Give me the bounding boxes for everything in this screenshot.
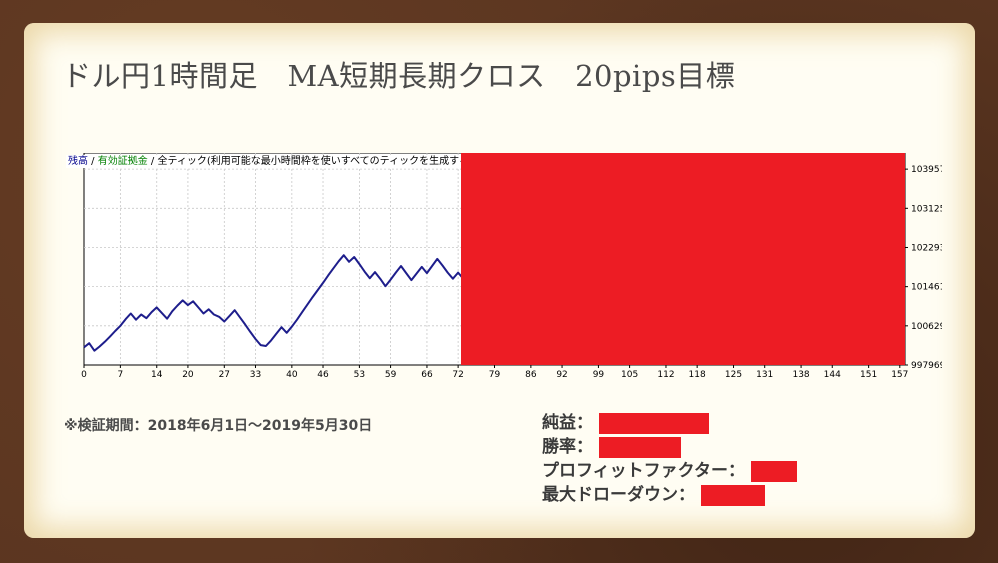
- stat-max-drawdown-redaction: [701, 484, 765, 506]
- x-tick-label: 40: [286, 370, 298, 380]
- equity-chart: 0 7 14 20 27 33 40 46 53 59 66 72 79 86 92 99 105 112 118 1…: [64, 153, 942, 381]
- x-tick-label: 0: [81, 370, 87, 380]
- stat-win-rate-redaction: [599, 436, 681, 458]
- x-tick-label: 138: [792, 370, 809, 380]
- page-title: ドル円1時間足 MA短期長期クロス 20pips目標: [62, 59, 736, 93]
- stat-max-drawdown: 最大ドローダウン：: [542, 483, 797, 507]
- stat-win-rate: 勝率：: [542, 435, 797, 459]
- x-tick-label: 33: [250, 370, 261, 380]
- legend-separator: /: [88, 156, 98, 167]
- chart-legend: 残高 / 有効証拠金 / 全ティック(利用可能な最小時間枠を使いすべてのティック…: [66, 155, 555, 168]
- series-line: [83, 254, 485, 352]
- x-tick-label: 112: [657, 370, 674, 380]
- x-tick-label: 27: [219, 370, 230, 380]
- x-tick-label: 53: [354, 370, 365, 380]
- x-tick-label: 79: [489, 370, 501, 380]
- legend-mode: 全ティック(利用可能な最小時間枠を使いすべてのティックを生成する、最も正確な方法…: [157, 156, 553, 167]
- x-tick-label: 20: [182, 370, 194, 380]
- y-tick-label: 997969: [911, 361, 942, 371]
- legend-equity: 有効証拠金: [97, 156, 148, 167]
- x-tick-label: 72: [452, 370, 463, 380]
- x-tick-label: 144: [824, 370, 841, 380]
- x-tick-label: 125: [725, 370, 742, 380]
- legend-balance: 残高: [68, 156, 88, 167]
- x-tick-label: 86: [525, 370, 537, 380]
- stats-block: 純益： 勝率： プロフィットファクター： 最大ドローダウン：: [542, 411, 797, 507]
- stat-profit-factor: プロフィットファクター：: [542, 459, 797, 483]
- stat-profit-factor-label: プロフィットファクター：: [542, 461, 745, 481]
- x-tick-label: 151: [860, 370, 877, 380]
- x-tick-label: 118: [689, 370, 706, 380]
- legend-separator: /: [147, 156, 158, 167]
- x-tick-label: 99: [593, 370, 605, 380]
- y-tick-label: 1031252: [911, 204, 942, 214]
- stat-max-drawdown-label: 最大ドローダウン：: [542, 485, 695, 505]
- stat-net-profit-label: 純益：: [542, 413, 593, 433]
- content-card: ドル円1時間足 MA短期長期クロス 20pips目標 0 7 14 20 27 33 40 4…: [24, 23, 975, 538]
- y-tick-label: 1006290: [911, 322, 942, 332]
- x-tick-label: 46: [317, 370, 329, 380]
- x-tick-label: 131: [756, 370, 773, 380]
- x-tick-label: 59: [385, 370, 397, 380]
- x-tick-label: 14: [151, 370, 163, 380]
- test-period: ※検証期間：2018年6月1日～2019年5月30日: [64, 418, 373, 434]
- y-tick-label: 1039573: [911, 165, 942, 175]
- y-tick-label: 1022931: [911, 243, 942, 253]
- x-tick-label: 7: [118, 370, 124, 380]
- x-tick-label: 157: [891, 370, 908, 380]
- stat-net-profit-redaction: [599, 412, 709, 434]
- chart-redaction: [461, 153, 905, 365]
- stat-net-profit: 純益：: [542, 411, 797, 435]
- x-tick-label: 66: [421, 370, 433, 380]
- x-tick-label: 105: [621, 370, 638, 380]
- stat-profit-factor-redaction: [750, 460, 797, 482]
- stat-win-rate-label: 勝率：: [542, 437, 593, 457]
- x-tick-label: 92: [556, 370, 567, 380]
